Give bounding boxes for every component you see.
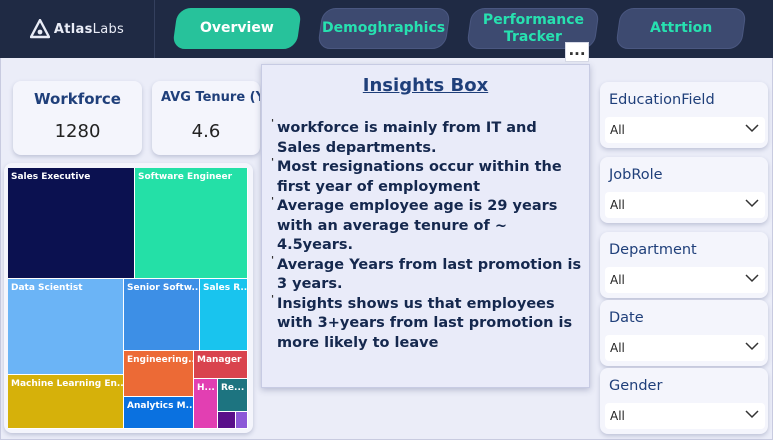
insights-title: Insights Box	[362, 75, 489, 96]
slicer-education-field: EducationField All	[600, 82, 768, 148]
treemap-tile-manager[interactable]: Manager	[194, 351, 248, 379]
slicer-date: Date All	[600, 300, 768, 366]
kpi-card-avg-tenure: AVG Tenure (Years) 4.6	[152, 81, 260, 155]
treemap-tile-software-engineer[interactable]: Software Engineer	[135, 168, 248, 279]
slicer-department: Department All	[600, 232, 768, 298]
slicer-title: Gender	[609, 378, 663, 394]
tab-demographics[interactable]: Demoghraphics	[317, 8, 451, 49]
slicer-title: Date	[609, 310, 644, 326]
treemap-tile-analytics-manager[interactable]: Analytics M...	[124, 397, 194, 429]
treemap-tile-other-2[interactable]	[236, 412, 248, 429]
slicer-job-role: JobRole All	[600, 157, 768, 223]
logo: AtlasLabs	[0, 0, 155, 58]
chevron-down-icon[interactable]	[745, 271, 759, 285]
treemap-tile-engineering[interactable]: Engineering...	[124, 351, 194, 397]
kpi-value: 4.6	[191, 121, 221, 142]
treemap-tile-research[interactable]: Re...	[218, 379, 248, 412]
insights-list: workforce is mainly from IT and Sales de…	[271, 114, 582, 354]
tab-attrition[interactable]: Attrtion	[615, 8, 747, 49]
jobrole-treemap-card: Sales Executive Software Engineer Data S…	[4, 163, 253, 433]
tab-overview[interactable]: Overview	[172, 8, 302, 49]
treemap-tile-sales-executive[interactable]: Sales Executive	[8, 168, 135, 279]
slicer-title: Department	[609, 242, 697, 258]
job-role-dropdown[interactable]: All	[605, 192, 765, 218]
treemap-tile-sales-rep[interactable]: Sales R...	[200, 279, 248, 351]
slicer-value: All	[610, 123, 625, 137]
education-field-dropdown[interactable]: All	[605, 117, 765, 143]
header-bar: AtlasLabs Overview Demoghraphics Perform…	[0, 0, 773, 58]
kpi-card-workforce: Workforce 1280	[13, 81, 142, 155]
more-options-icon[interactable]: ...	[565, 42, 589, 62]
chevron-down-icon[interactable]	[745, 121, 759, 135]
kpi-value: 1280	[54, 121, 101, 142]
treemap-tile-other-1[interactable]	[218, 412, 236, 429]
chevron-down-icon[interactable]	[745, 196, 759, 210]
slicer-value: All	[610, 341, 625, 355]
department-dropdown[interactable]: All	[605, 267, 765, 293]
slicer-title: EducationField	[609, 92, 715, 108]
slicer-value: All	[610, 273, 625, 287]
insight-item: Most resignations occur within the first…	[271, 153, 582, 197]
date-dropdown[interactable]: All	[605, 335, 765, 361]
gender-dropdown[interactable]: All	[605, 403, 765, 429]
insight-item: Average employee age is 29 years with an…	[271, 192, 582, 256]
jobrole-treemap: Sales Executive Software Engineer Data S…	[8, 168, 248, 429]
treemap-tile-senior-software[interactable]: Senior Softw...	[124, 279, 200, 351]
insight-item: Average Years from last promotion is 3 y…	[271, 251, 582, 295]
slicer-value: All	[610, 409, 625, 423]
slicer-gender: Gender All	[600, 368, 768, 434]
slicer-value: All	[610, 198, 625, 212]
insight-item: Insights shows us that employees with 3+…	[271, 290, 582, 354]
kpi-label: AVG Tenure (Years)	[161, 90, 260, 105]
slicer-title: JobRole	[609, 167, 663, 183]
treemap-tile-data-scientist[interactable]: Data Scientist	[8, 279, 124, 375]
kpi-label: Workforce	[34, 90, 121, 108]
treemap-tile-hr[interactable]: H...	[194, 379, 218, 429]
insights-box: Insights Box workforce is mainly from IT…	[261, 64, 590, 388]
chevron-down-icon[interactable]	[745, 339, 759, 353]
treemap-tile-machine-learning[interactable]: Machine Learning En...	[8, 375, 124, 429]
atlas-logo-icon	[29, 19, 50, 39]
insight-item: workforce is mainly from IT and Sales de…	[271, 114, 582, 158]
chevron-down-icon[interactable]	[745, 407, 759, 421]
logo-text: AtlasLabs	[53, 21, 125, 37]
